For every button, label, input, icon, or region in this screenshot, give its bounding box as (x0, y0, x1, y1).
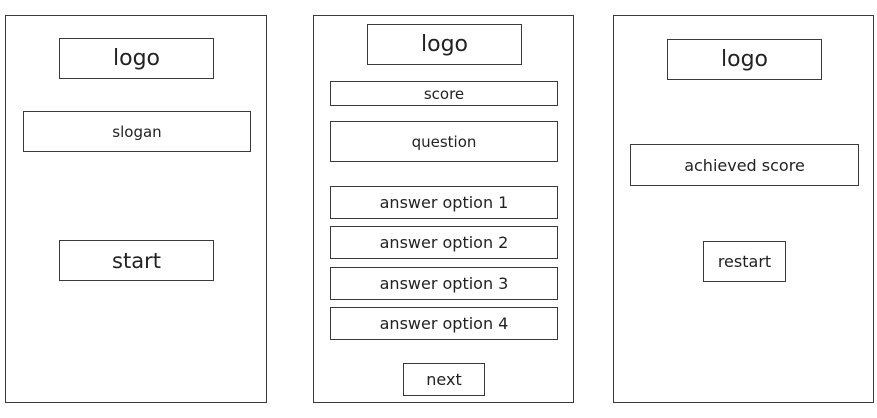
next-button[interactable]: next (403, 363, 485, 396)
question-text: question (330, 121, 558, 162)
answer-option-3-button[interactable]: answer option 3 (330, 267, 558, 300)
result-screen: logo achieved score restart (613, 15, 874, 403)
answer-option-4-button[interactable]: answer option 4 (330, 307, 558, 340)
quiz-screen: logo score question answer option 1 answ… (313, 15, 574, 403)
logo-placeholder: logo (367, 24, 522, 65)
answer-option-1-button[interactable]: answer option 1 (330, 186, 558, 219)
start-button[interactable]: start (59, 240, 214, 281)
score-display: score (330, 81, 558, 106)
restart-button[interactable]: restart (703, 241, 786, 282)
answer-option-2-button[interactable]: answer option 2 (330, 226, 558, 259)
logo-placeholder: logo (59, 38, 214, 79)
logo-placeholder: logo (667, 39, 822, 80)
slogan-placeholder: slogan (23, 111, 251, 152)
start-screen: logo slogan start (5, 15, 267, 403)
achieved-score-display: achieved score (630, 144, 859, 186)
